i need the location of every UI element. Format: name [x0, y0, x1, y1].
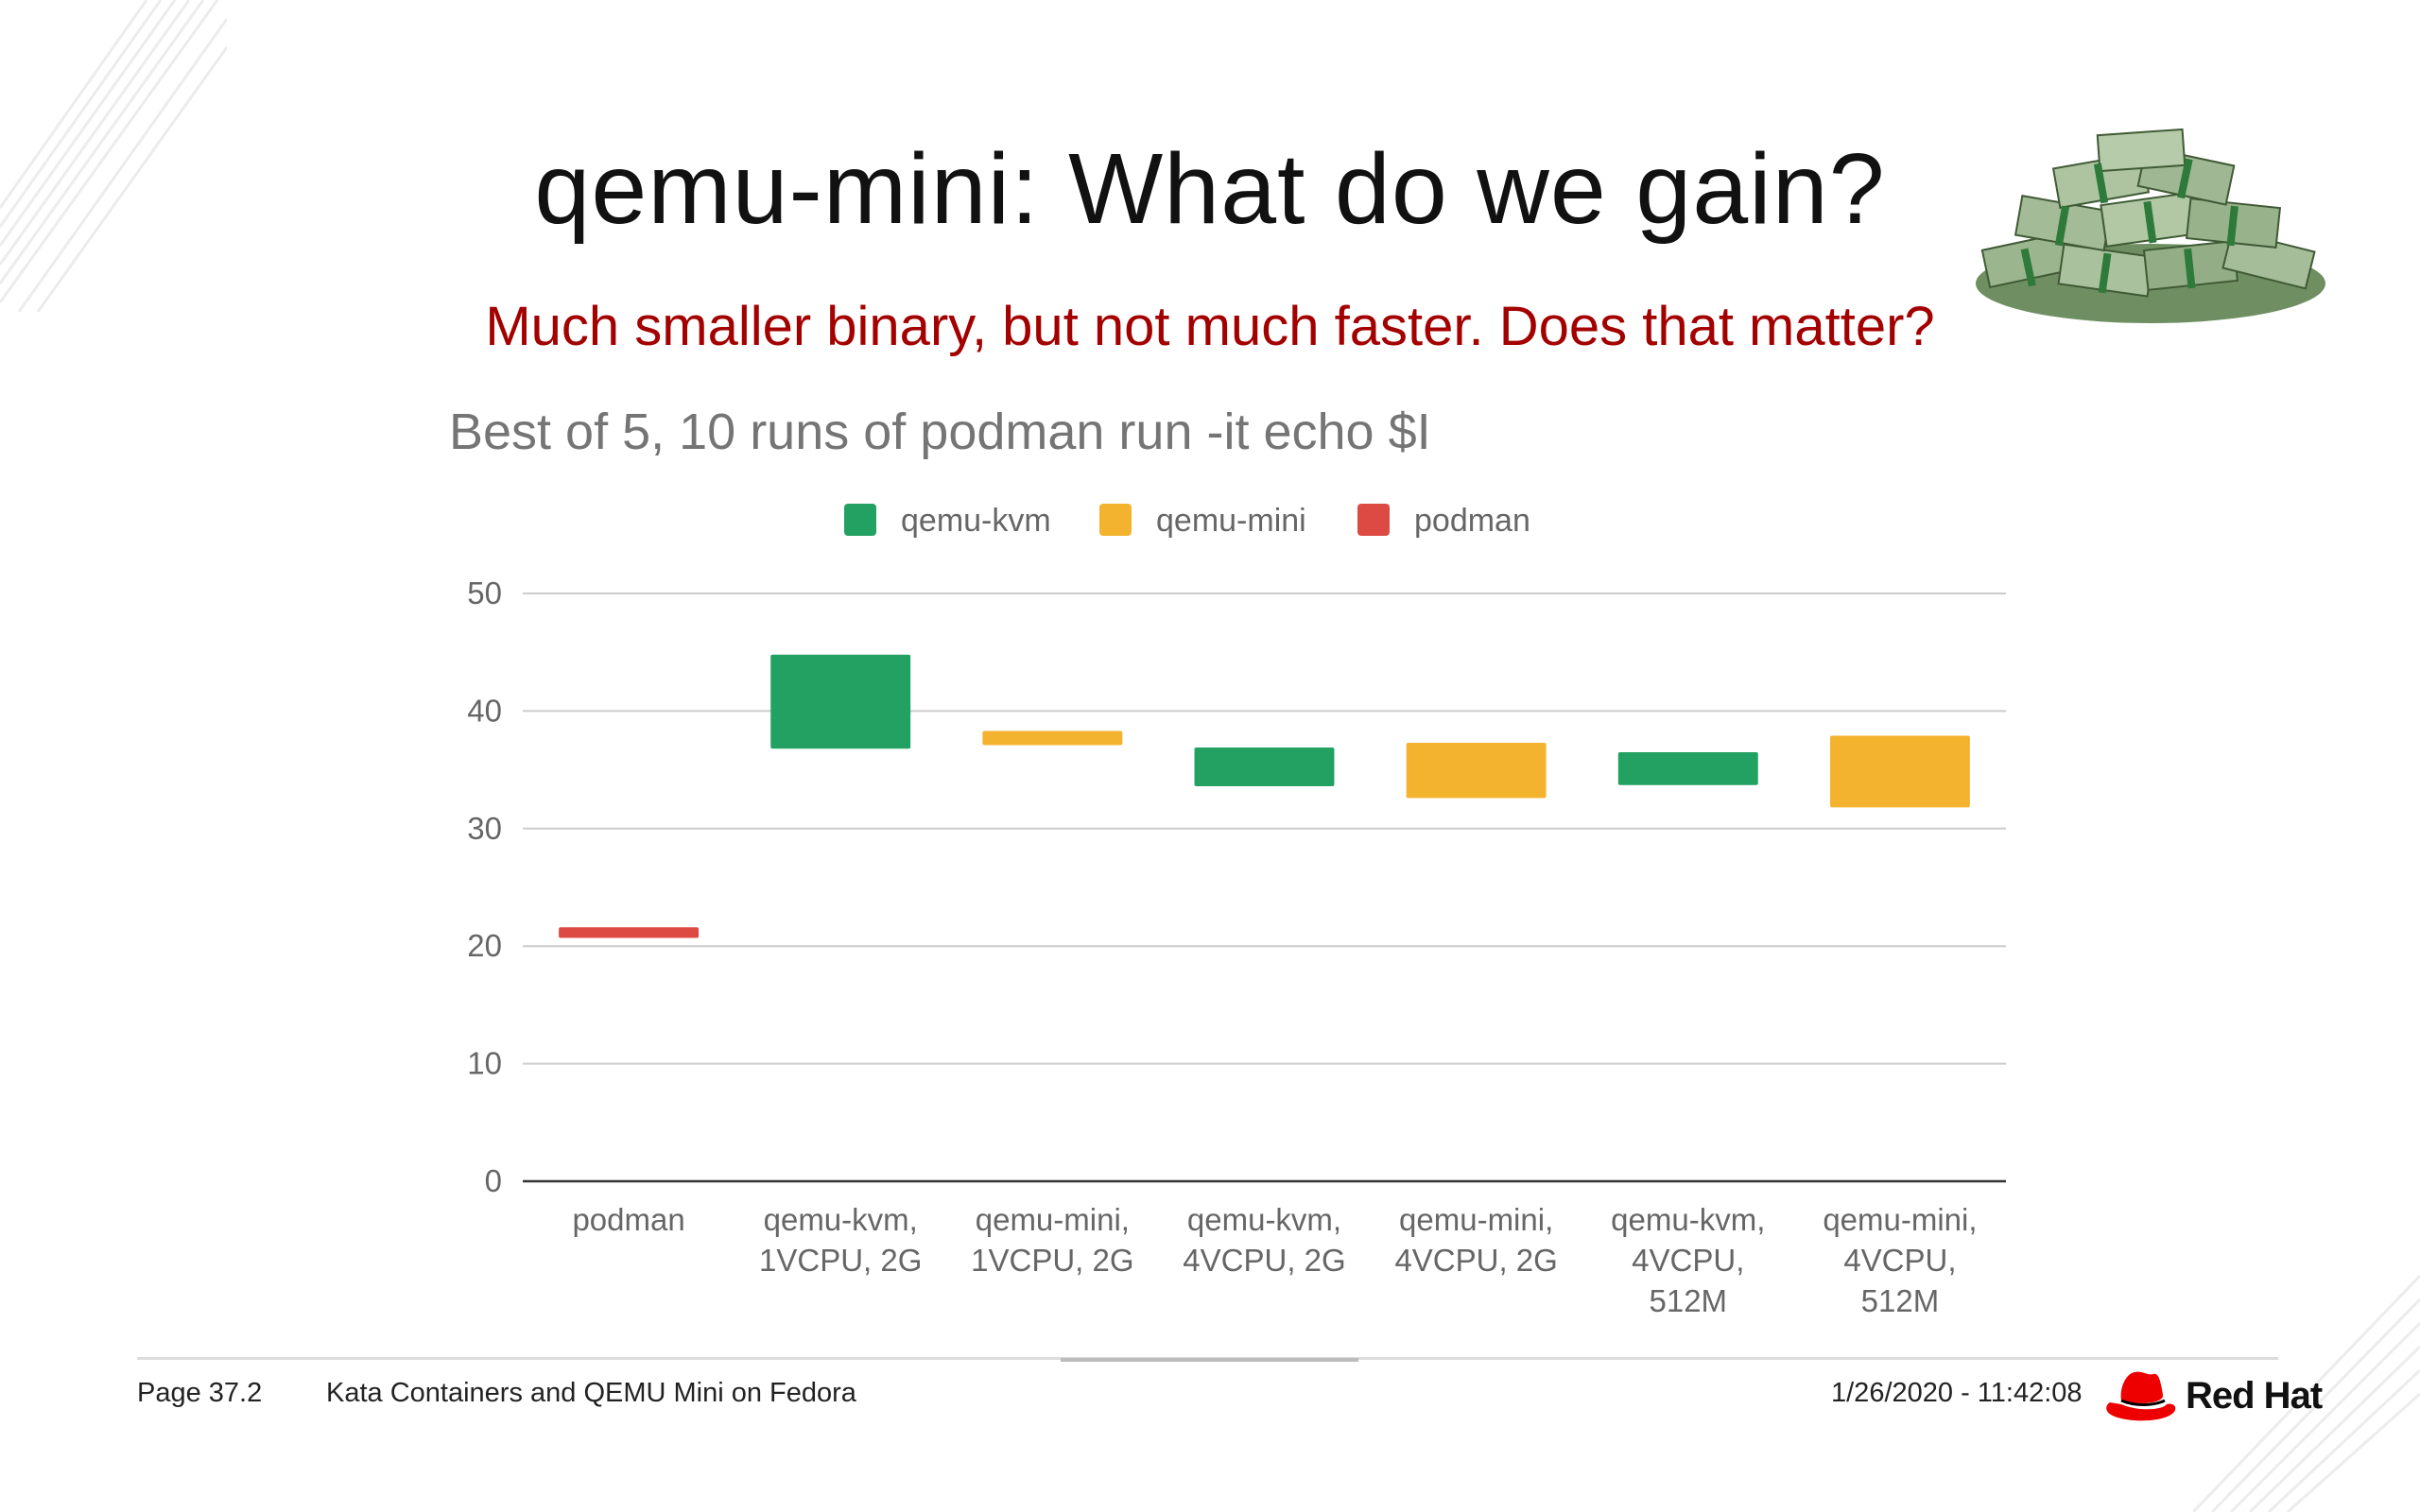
- x-tick-line: 4VCPU, 2G: [1183, 1243, 1345, 1278]
- x-tick-line: qemu-mini,: [1823, 1202, 1977, 1237]
- x-tick-label: qemu-mini, 4VCPU, 512M: [1823, 1202, 1977, 1318]
- bar-chart: Best of 5, 10 runs of podman run -it ech…: [449, 404, 2006, 1318]
- bar-qemu-mini-6: [1829, 735, 1970, 808]
- x-tick-line: podman: [572, 1202, 684, 1237]
- x-tick-line: qemu-kvm,: [764, 1202, 918, 1237]
- x-tick-label: qemu-kvm, 1VCPU, 2G: [759, 1202, 922, 1278]
- x-tick-line: 4VCPU,: [1632, 1243, 1744, 1278]
- legend-swatch-qemu-mini: [1099, 504, 1132, 536]
- x-tick-line: 4VCPU, 2G: [1394, 1243, 1557, 1278]
- x-tick-line: 1VCPU, 2G: [759, 1243, 922, 1278]
- money-pile-image: [1976, 128, 2325, 323]
- y-tick-label: 0: [485, 1163, 502, 1198]
- legend-swatch-qemu-kvm: [844, 504, 876, 536]
- chart-title: Best of 5, 10 runs of podman run -it ech…: [449, 404, 1431, 460]
- presentation-title: Kata Containers and QEMU Mini on Fedora: [326, 1378, 856, 1408]
- x-tick-line: 512M: [1861, 1283, 1940, 1318]
- bar-qemu-mini-2: [982, 730, 1123, 746]
- x-tick-line: qemu-kvm,: [1187, 1202, 1341, 1237]
- legend-swatch-podman: [1357, 504, 1390, 536]
- x-tick-label: qemu-mini, 4VCPU, 2G: [1394, 1202, 1557, 1278]
- y-tick-label: 20: [467, 928, 502, 963]
- x-tick-line: qemu-mini,: [1399, 1202, 1553, 1237]
- bar-qemu-mini-4: [1406, 742, 1547, 799]
- red-hat-fedora-icon: [2106, 1371, 2176, 1421]
- y-tick-label: 30: [467, 811, 502, 846]
- x-tick-label: qemu-kvm, 4VCPU, 512M: [1611, 1202, 1765, 1318]
- x-axis-ticks: podman qemu-kvm, 1VCPU, 2G qemu-mini, 1VCPU,…: [572, 1202, 1977, 1318]
- bar-qemu-kvm-1: [770, 654, 911, 749]
- page-number: Page 37.2: [137, 1378, 263, 1408]
- timestamp: 1/26/2020 - 11:42:08: [1831, 1378, 2083, 1408]
- x-tick-label: qemu-kvm, 4VCPU, 2G: [1183, 1202, 1345, 1278]
- y-tick-label: 40: [467, 693, 502, 728]
- legend-label-podman: podman: [1414, 503, 1530, 539]
- y-tick-label: 50: [467, 576, 502, 610]
- red-hat-logo: Red Hat: [2100, 1366, 2323, 1425]
- corner-pattern-left: [0, 0, 227, 312]
- chart-gridlines: [523, 593, 2006, 1183]
- y-axis-ticks: 0 10 20 30 40 50: [467, 576, 502, 1198]
- y-tick-label: 10: [467, 1046, 502, 1081]
- x-tick-line: qemu-kvm,: [1611, 1202, 1765, 1237]
- x-tick-label: podman: [572, 1202, 684, 1237]
- x-tick-line: qemu-mini,: [976, 1202, 1130, 1237]
- x-tick-line: 1VCPU, 2G: [971, 1243, 1133, 1278]
- corner-pattern-right: [2193, 1274, 2420, 1512]
- slide-progress-bar: [1061, 1358, 1358, 1362]
- bar-qemu-kvm-3: [1194, 747, 1335, 787]
- chart-bars: [559, 654, 1970, 938]
- legend-label-qemu-kvm: qemu-kvm: [901, 503, 1051, 539]
- brand-wordmark: Red Hat: [2186, 1374, 2323, 1417]
- slide-title: qemu-mini: What do we gain?: [534, 133, 1886, 245]
- bar-qemu-kvm-5: [1617, 751, 1758, 785]
- slide-subtitle: Much smaller binary, but not much faster…: [485, 296, 1935, 357]
- chart-legend: qemu-kvm qemu-mini podman: [844, 503, 1530, 539]
- x-tick-line: 512M: [1650, 1283, 1728, 1318]
- x-tick-line: 4VCPU,: [1843, 1243, 1956, 1278]
- legend-label-qemu-mini: qemu-mini: [1156, 503, 1306, 539]
- x-tick-label: qemu-mini, 1VCPU, 2G: [971, 1202, 1133, 1278]
- bar-podman-0: [559, 927, 700, 938]
